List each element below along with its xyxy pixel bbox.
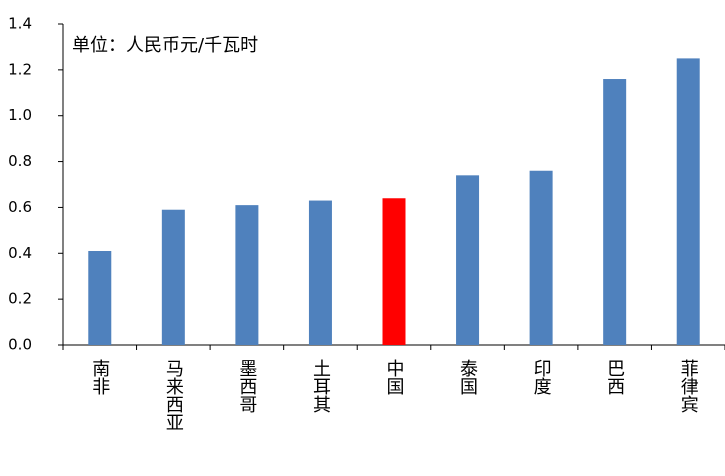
y-tick-label: 0.2 [8,290,32,308]
x-tick-label: 墨西哥 [236,359,257,413]
x-tick-label: 印度 [531,359,552,395]
x-tick-label: 中国 [384,359,405,395]
bar [88,250,112,345]
bar [235,205,259,345]
bar [456,175,480,345]
y-tick-label: 1.2 [8,60,32,78]
bar [529,170,553,345]
x-tick-label: 土耳其 [310,359,331,413]
y-tick-label: 0.4 [8,244,32,262]
y-tick-label: 0.8 [8,152,32,170]
bar [603,79,627,346]
bar [676,58,700,346]
y-tick-label: 1.4 [8,15,32,33]
y-tick-label: 0.6 [8,198,32,216]
x-tick-label: 泰国 [457,359,478,395]
unit-annotation: 单位：人民币元/千瓦时 [72,35,258,56]
x-tick-label: 菲律宾 [678,359,699,413]
x-tick-label: 巴西 [604,359,625,395]
y-tick-label: 0.0 [8,336,32,354]
x-tick-label: 马来西亚 [163,359,184,431]
x-tick-label: 南非 [89,359,110,395]
y-tick-label: 1.0 [8,106,32,124]
bar [308,200,332,345]
bar [161,209,185,345]
bar [382,198,406,345]
